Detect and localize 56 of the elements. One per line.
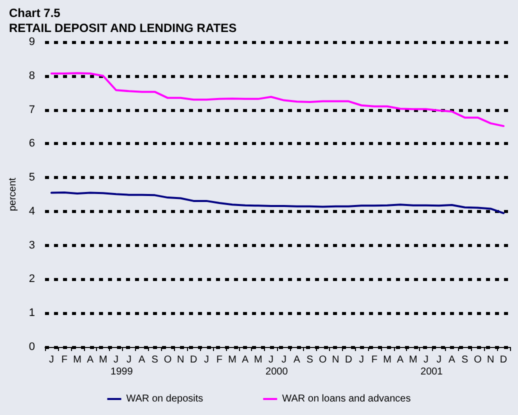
x-tick-label: J — [281, 354, 286, 366]
y-tick-label: 5 — [28, 172, 36, 184]
x-tick-label: M — [228, 354, 236, 366]
x-tick-label: A — [396, 354, 404, 366]
x-tick-label: O — [318, 354, 327, 366]
y-tick-label: 0 — [28, 341, 36, 353]
line-series — [50, 72, 505, 128]
text: 1999 — [110, 366, 134, 378]
x-tick-label: J — [126, 354, 132, 366]
x-tick-label: O — [164, 354, 172, 366]
x-tick-label: A — [448, 354, 456, 366]
y-tick-label: 9 — [28, 36, 36, 48]
chart-subtitle: RETAIL DEPOSIT AND LENDING RATES — [9, 21, 237, 35]
x-tick-label: D — [500, 354, 508, 366]
x-tick-label: O — [474, 354, 482, 366]
x-tick-label: J — [268, 354, 274, 366]
y-tick-label: 6 — [28, 138, 36, 150]
y-tick-label: 1 — [28, 307, 36, 320]
x-tick-label: F — [216, 354, 222, 366]
x-tick-label: M — [254, 354, 262, 366]
x-tick-label: A — [138, 354, 146, 366]
y-tick-label: 3 — [28, 239, 36, 252]
x-tick-label: M — [73, 354, 82, 366]
x-tick-label: J — [204, 354, 209, 366]
x-tick-label: S — [151, 354, 158, 366]
legend-label: WAR on deposits — [126, 394, 204, 404]
x-tick-label: F — [371, 354, 378, 366]
x-tick-label: N — [332, 354, 340, 366]
text: 2001 — [420, 366, 444, 378]
chart-title: Chart 7.5 — [9, 6, 61, 20]
x-tick-label: J — [48, 354, 54, 366]
x-tick-label: M — [98, 354, 108, 366]
y-axis-title: percent — [8, 178, 18, 212]
x-tick-label: F — [61, 354, 68, 366]
x-tick-label: J — [436, 354, 442, 366]
legend-label: WAR on loans and advances — [282, 394, 411, 404]
x-tick-label: M — [383, 354, 392, 366]
x-tick-label: S — [306, 354, 314, 366]
x-tick-label: N — [487, 354, 494, 366]
text: 2000 — [266, 366, 288, 378]
x-tick-label: D — [344, 354, 352, 366]
x-tick-label: A — [86, 354, 94, 366]
line-series — [50, 191, 505, 214]
y-tick-label: 4 — [28, 205, 36, 218]
x-tick-label: J — [358, 354, 364, 366]
x-tick-label: A — [242, 354, 249, 366]
x-tick-label: D — [190, 354, 198, 366]
x-tick-label: M — [408, 354, 418, 366]
y-tick-label: 8 — [28, 70, 36, 82]
y-tick-label: 7 — [28, 104, 36, 116]
x-tick-label: A — [294, 354, 301, 366]
x-tick-label: J — [424, 354, 429, 366]
x-tick-label: S — [461, 354, 468, 366]
x-tick-label: N — [177, 354, 184, 366]
x-tick-label: J — [114, 354, 119, 366]
y-tick-label: 2 — [28, 273, 36, 286]
